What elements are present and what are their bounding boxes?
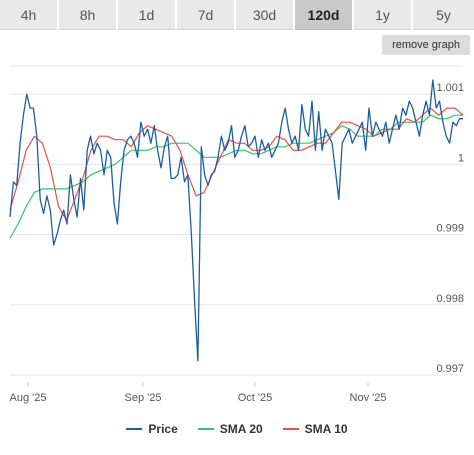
y-tick-label: 1.001: [436, 82, 464, 94]
x-tick-label: Aug '25: [10, 392, 47, 404]
tab-4h[interactable]: 4h: [0, 0, 57, 30]
y-axis-ticks: 1.001 1 0.999 0.998 0.997: [436, 82, 464, 375]
y-tick-label: 0.997: [436, 363, 464, 375]
x-tick-label: Nov '25: [350, 392, 387, 404]
remove-graph-button[interactable]: remove graph: [382, 35, 470, 55]
tab-5y[interactable]: 5y: [413, 0, 474, 30]
chart-legend: Price SMA 20 SMA 10: [0, 419, 474, 439]
tab-8h[interactable]: 8h: [59, 0, 116, 30]
tab-1d[interactable]: 1d: [118, 0, 175, 30]
timeframe-tabs: 4h 8h 1d 7d 30d 120d 1y 5y: [0, 0, 474, 30]
price-chart: 1.001 1 0.999 0.998 0.997 Aug '25 Sep '2…: [9, 65, 464, 404]
y-tick-label: 0.998: [436, 293, 464, 305]
x-tick-label: Sep '25: [125, 392, 162, 404]
x-axis-ticks: Aug '25 Sep '25 Oct '25 Nov '25: [10, 382, 387, 404]
series-line-price: [9, 79, 463, 362]
y-tick-label: 0.999: [436, 223, 464, 235]
grid-lines: [10, 65, 463, 376]
legend-label-sma10: SMA 10: [304, 422, 348, 436]
legend-item-sma10[interactable]: SMA 10: [282, 422, 348, 436]
legend-item-price[interactable]: Price: [126, 422, 178, 436]
legend-swatch-sma20: [197, 428, 214, 430]
legend-swatch-sma10: [282, 428, 299, 430]
series-line-sma20: [9, 114, 463, 239]
tab-1y[interactable]: 1y: [354, 0, 411, 30]
tab-30d[interactable]: 30d: [236, 0, 293, 30]
tab-120d[interactable]: 120d: [295, 0, 352, 30]
legend-label-sma20: SMA 20: [219, 422, 263, 436]
series-lines: [9, 79, 464, 362]
x-tick-label: Oct '25: [238, 392, 273, 404]
legend-swatch-price: [126, 428, 143, 430]
tab-7d[interactable]: 7d: [177, 0, 234, 30]
legend-item-sma20[interactable]: SMA 20: [197, 422, 263, 436]
y-tick-label: 1: [458, 152, 464, 164]
legend-label-price: Price: [148, 422, 178, 436]
